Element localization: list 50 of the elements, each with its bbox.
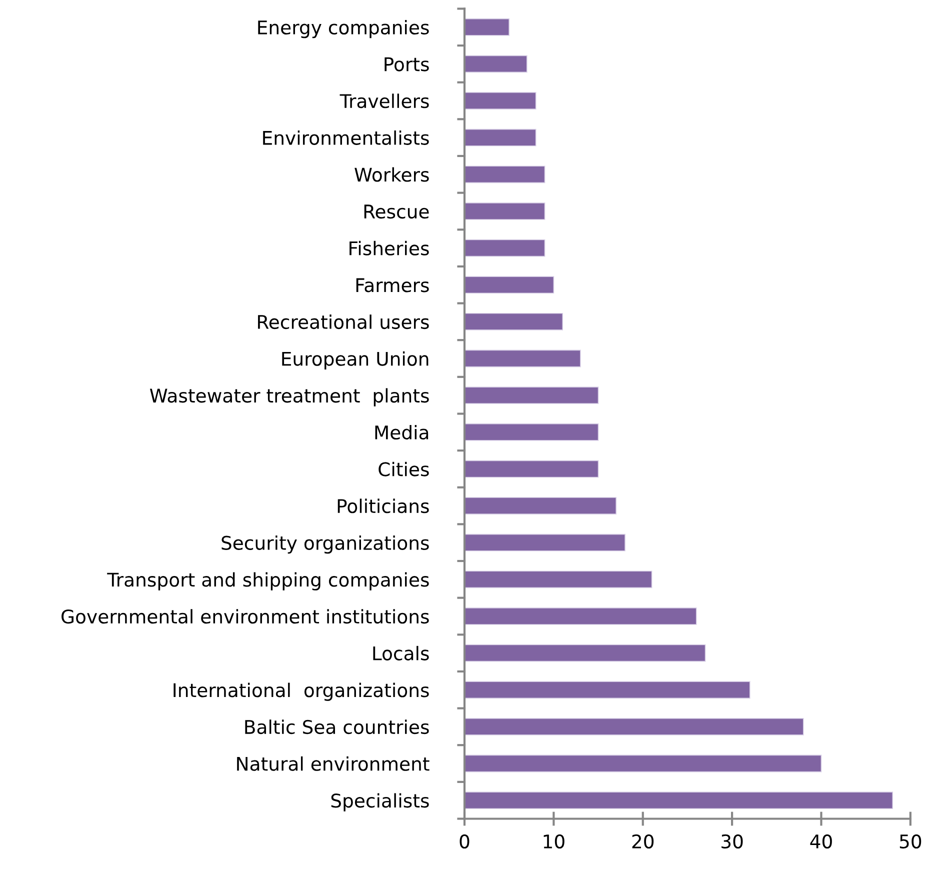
- y-tick-label: Farmers: [356, 278, 429, 292]
- bar: [464, 276, 554, 294]
- bar: [464, 534, 626, 552]
- y-tick-label: Locals: [373, 646, 429, 660]
- y-tick-label: Governmental environment institutions: [62, 609, 429, 624]
- y-tick-label: Security organizations: [222, 535, 429, 554]
- y-tick-label: International organizations: [174, 682, 429, 701]
- bar: [464, 570, 652, 588]
- bar: [464, 792, 894, 810]
- bar: [464, 423, 599, 441]
- y-tick-label: Ports: [384, 57, 429, 72]
- y-tick-label: Rescue: [364, 204, 429, 219]
- x-tick-label: 10: [544, 834, 564, 849]
- y-tick-label: Energy companies: [258, 20, 429, 38]
- bar: [464, 754, 822, 772]
- bar: [464, 128, 536, 146]
- y-tick-label: Politicians: [338, 498, 429, 514]
- y-tick-label: Recreational users: [258, 314, 429, 330]
- x-tick-label: 50: [900, 834, 922, 849]
- x-tick-label: 20: [632, 834, 654, 849]
- x-tick-label: 40: [810, 834, 832, 849]
- bar: [464, 386, 599, 404]
- y-tick-label: Travellers: [340, 94, 429, 108]
- bar: [464, 18, 510, 36]
- y-tick-label: Media: [375, 425, 428, 440]
- y-tick-label: Wastewater treatment plants: [150, 388, 429, 406]
- bar: [464, 312, 564, 330]
- bar: [464, 202, 546, 220]
- bar: [464, 644, 706, 662]
- bar: [464, 460, 599, 478]
- x-tick-label: 30: [722, 834, 743, 849]
- y-tick-label: Baltic Sea countries: [245, 720, 429, 734]
- bar: [464, 681, 750, 699]
- bar: [464, 239, 546, 257]
- y-tick-label: Fisheries: [350, 240, 429, 256]
- y-tick-label: Natural environment: [237, 756, 430, 771]
- y-tick-label: Cities: [378, 462, 429, 476]
- y-tick-label: European Union: [282, 351, 428, 370]
- bar: [464, 608, 697, 625]
- y-tick-label: Workers: [354, 167, 429, 182]
- bar: [464, 166, 546, 184]
- y-tick-label: Environmentalists: [263, 130, 429, 145]
- bar: [464, 718, 804, 736]
- bar: [464, 497, 617, 514]
- bar: [464, 55, 528, 73]
- x-tick-label: 0: [460, 834, 470, 849]
- bar: [464, 350, 581, 368]
- y-tick-label: Specialists: [331, 793, 429, 812]
- y-tick-label: Transport and shipping companies: [107, 572, 429, 590]
- bar: [464, 92, 536, 110]
